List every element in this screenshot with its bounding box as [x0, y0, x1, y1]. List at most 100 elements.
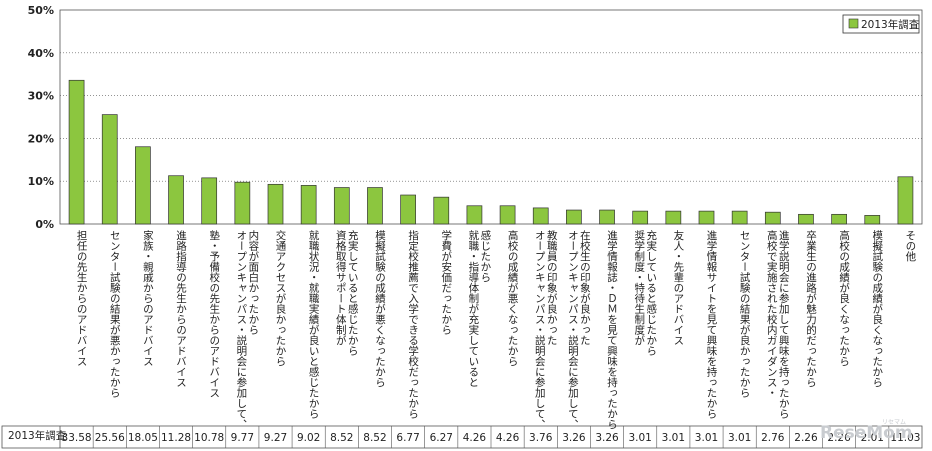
bar — [400, 194, 416, 225]
bar — [367, 187, 383, 225]
table-value: 25.56 — [95, 432, 125, 444]
table-value: 3.01 — [695, 432, 718, 444]
category-label: 感じたから — [479, 229, 491, 283]
bar — [798, 213, 814, 225]
table-value: 2.01 — [861, 432, 884, 444]
table-value: 3.01 — [628, 432, 651, 444]
category-label: 奨学制度・特待生制度が — [633, 229, 645, 345]
data-table: 2013年調査 33.58 25.56 18.05 11.28 10.78 9.77 9.2… — [1, 425, 923, 449]
category-label: 資格取得サポート体制が — [335, 230, 347, 346]
watermark-logo: ReseMom — [820, 423, 913, 443]
y-axis-ticks: 0% 10% 20% 30% 40% 50% — [28, 4, 54, 231]
bar — [267, 183, 284, 225]
category-label: 就職状況・就職実績が良いと感じたから — [308, 229, 320, 420]
bar — [599, 209, 615, 225]
category-label: 教職員の印象が良かった — [546, 229, 558, 345]
table-value: 3.01 — [662, 432, 685, 444]
category-label: 充実していると感じたから — [645, 229, 657, 357]
bars — [68, 79, 914, 225]
y-tick-label: 10% — [28, 175, 54, 188]
bar — [698, 210, 715, 225]
category-label: 在校生の印象が良かった — [579, 230, 591, 346]
category-label: 家族・親戚からのアドバイス — [142, 229, 154, 366]
category-label: 担任の先生からのアドバイス — [76, 230, 88, 367]
bar — [831, 213, 847, 225]
table-value: 2.26 — [794, 432, 818, 444]
category-labels: 担任の先生からのアドバイス センター試験の結果が悪かったから 家族・親戚からのアドバ… — [76, 229, 917, 430]
table-value: 6.77 — [396, 432, 419, 444]
y-tick-label: 0% — [35, 218, 54, 231]
watermark-ruby: リセマム — [882, 419, 906, 426]
bar — [201, 177, 218, 225]
table-value: 10.78 — [194, 432, 224, 444]
table-value: 2.26 — [827, 432, 851, 444]
bar — [433, 196, 450, 225]
bar — [897, 176, 914, 225]
table-value: 3.26 — [562, 432, 586, 444]
category-label: 高校で実施された校内ガイダンス・ — [766, 229, 778, 398]
table-frame — [1, 425, 923, 449]
bar — [466, 205, 483, 225]
table-row-header: 2013年調査 — [8, 429, 67, 442]
category-label: 学費が安価だったから — [440, 229, 452, 336]
bar — [566, 209, 582, 225]
legend-box — [842, 14, 920, 34]
table-value: 33.58 — [62, 432, 92, 444]
bar — [135, 146, 151, 225]
table-value: 4.26 — [463, 432, 487, 444]
bar — [665, 210, 682, 225]
category-label: 充実していると感じたから — [347, 229, 359, 357]
legend-swatch — [848, 18, 859, 29]
plot-frame — [59, 9, 923, 225]
bar — [764, 211, 781, 225]
table-value: 11.03 — [890, 432, 920, 444]
y-tick-label: 40% — [28, 47, 54, 60]
bar — [333, 187, 350, 225]
table-value: 8.52 — [363, 432, 386, 444]
category-label: 友人・先輩のアドバイス — [672, 229, 684, 345]
category-label: 指定校推薦で入学できる学校だったから — [407, 229, 419, 420]
table-value: 2.76 — [761, 432, 785, 444]
category-label: 模擬試験の成績が悪くなったから — [374, 230, 386, 388]
table-value: 3.76 — [529, 432, 553, 444]
y-tick-label: 30% — [28, 90, 54, 103]
category-label: オープンキャンパス・説明会に参加して、 — [235, 230, 247, 430]
category-label: 交通アクセスが良かったから — [275, 229, 287, 367]
table-value: 18.05 — [128, 432, 158, 444]
legend: 2013年調査 — [842, 14, 920, 34]
bar — [101, 114, 118, 225]
bar — [864, 215, 881, 225]
category-label: 進路指導の先生からのアドバイス — [175, 230, 187, 388]
watermark: リセマム ReseMom — [820, 419, 913, 443]
bar — [300, 185, 317, 225]
category-label: センター試験の結果が悪かったから — [109, 230, 121, 399]
category-label: 進学情報誌・ＤＭを見て興味を持ったから — [606, 230, 618, 430]
category-label: 進学情報サイトを見て興味を持ったから — [706, 230, 718, 420]
bar — [499, 205, 516, 225]
category-label: 高校の成績が良くなったから — [838, 229, 850, 367]
table-value: 4.26 — [496, 432, 520, 444]
category-label: 進学説明会に参加して興味を持ったから — [778, 230, 790, 420]
table-value: 9.77 — [231, 432, 254, 444]
table-value: 9.27 — [264, 432, 287, 444]
category-label: 内容が面白かったから — [247, 229, 259, 336]
category-label: 模擬試験の成績が良くなったから — [871, 230, 883, 388]
category-label: 塾・予備校の先生からのアドバイス — [208, 229, 220, 398]
table-value: 3.26 — [595, 432, 619, 444]
table-value: 6.27 — [430, 432, 453, 444]
table-value: 9.02 — [297, 432, 320, 444]
grid-lines — [59, 9, 923, 225]
bar — [532, 207, 549, 225]
y-tick-label: 50% — [28, 4, 54, 17]
category-label: 就職・指導体制が充実していると — [467, 229, 479, 387]
category-label: 卒業生の進路が魅力的だったから — [805, 229, 817, 388]
legend-label: 2013年調査 — [861, 18, 920, 31]
bar — [68, 79, 85, 225]
bar — [632, 210, 649, 225]
category-label: 高校の成績が悪くなったから — [507, 229, 519, 367]
table-value: 8.52 — [330, 432, 353, 444]
table-value: 3.01 — [728, 432, 751, 444]
category-label: その他 — [904, 230, 916, 262]
y-tick-label: 20% — [28, 132, 54, 145]
